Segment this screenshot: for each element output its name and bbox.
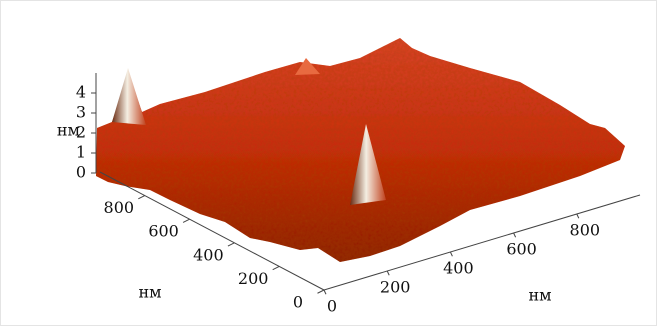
y-axis-label: нм xyxy=(138,283,161,302)
y-tick-label: 200 xyxy=(238,269,269,288)
z-tick-label: 4 xyxy=(76,83,86,102)
x-axis-label: нм xyxy=(528,286,551,305)
z-tick-label: 1 xyxy=(76,143,86,162)
x-tick-label: 400 xyxy=(443,259,474,278)
y-tick-label: 0 xyxy=(293,293,303,312)
chart: 01234нм0200400600800нм0200400600800нм xyxy=(0,0,657,326)
x-tick-label: 800 xyxy=(570,221,601,240)
y-tick-label: 400 xyxy=(193,245,224,264)
x-tick-label: 600 xyxy=(506,240,537,259)
z-tick-label: 0 xyxy=(76,163,86,182)
z-axis-label: нм xyxy=(57,121,80,140)
x-tick-label: 0 xyxy=(327,297,337,316)
y-tick-label: 800 xyxy=(104,198,135,217)
y-tick-label: 600 xyxy=(148,222,179,241)
page: 01234нм0200400600800нм0200400600800нм xyxy=(0,0,657,326)
x-tick-label: 200 xyxy=(380,278,411,297)
z-tick-label: 3 xyxy=(76,103,86,122)
